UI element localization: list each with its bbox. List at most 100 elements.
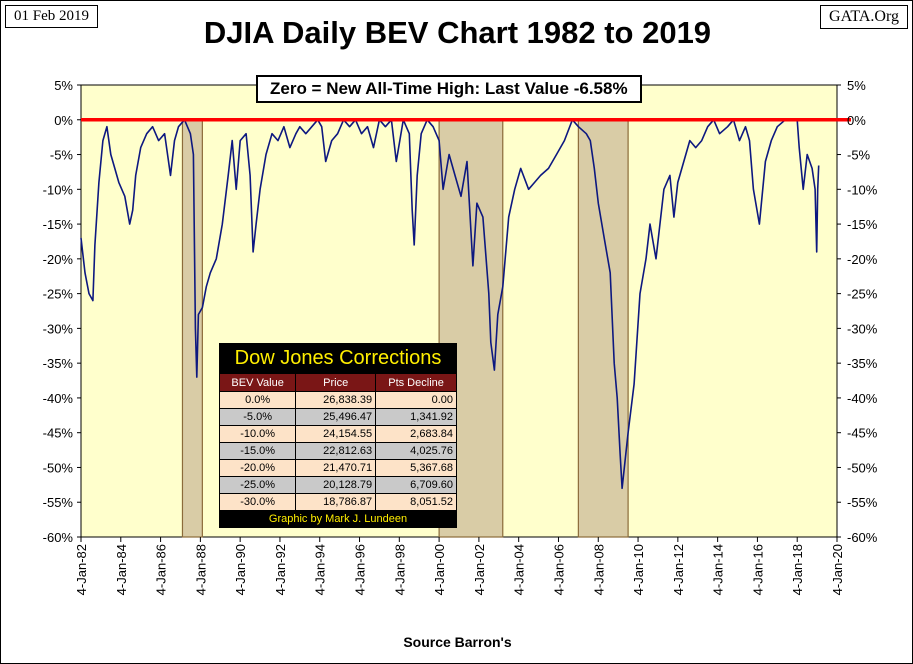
date-label: 01 Feb 2019: [5, 5, 98, 28]
x-tick-label: 4-Jan-94: [313, 544, 328, 595]
cell-bev: -30.0%: [218, 493, 297, 511]
cell-decline: 2,683.84: [375, 425, 457, 443]
y-tick-label: -10%: [847, 182, 878, 197]
shaded-period: [181, 119, 203, 538]
x-tick-label: 4-Jan-92: [273, 544, 288, 595]
y-tick-label: -50%: [43, 460, 74, 475]
y-tick-label: -50%: [847, 460, 878, 475]
x-tick-label: 4-Jan-12: [671, 544, 686, 595]
cell-price: 24,154.55: [295, 425, 377, 443]
y-tick-label: -35%: [43, 356, 74, 371]
cell-price: 21,470.71: [295, 459, 377, 477]
y-tick-label: -30%: [43, 321, 74, 336]
table-row: -25.0% 20,128.79 6,709.60: [218, 476, 457, 494]
x-tick-label: 4-Jan-88: [193, 544, 208, 595]
y-tick-label: -25%: [43, 287, 74, 302]
y-tick-label: -25%: [847, 287, 878, 302]
y-tick-label: -5%: [50, 148, 74, 163]
y-tick-label: -15%: [43, 217, 74, 232]
x-tick-label: 4-Jan-98: [392, 544, 407, 595]
x-axis: 4-Jan-82 4-Jan-84 4-Jan-86 4-Jan-88 4-Jan-90…: [74, 544, 845, 595]
series-layer: [80, 119, 820, 490]
header-pts-decline: Pts Decline: [375, 373, 457, 392]
y-tick-label: -5%: [847, 148, 871, 163]
y-tick-label: -40%: [43, 391, 74, 406]
y-axis-left: 5% 0% -5% -10% -15% -20% -25% -30% -35% -40% -45% -…: [43, 78, 74, 545]
shaded-period: [577, 119, 629, 538]
y-tick-label: 0%: [54, 113, 73, 128]
x-tick-label: 4-Jan-18: [790, 544, 805, 595]
x-tick-label: 4-Jan-82: [74, 544, 89, 595]
corrections-table: Dow Jones Corrections BEV Value Price Pt…: [218, 343, 457, 528]
cell-price: 20,128.79: [295, 476, 377, 494]
axis-ticks: [77, 84, 841, 542]
header-bev-value: BEV Value: [218, 373, 297, 392]
site-label: GATA.Org: [820, 5, 908, 29]
y-tick-label: -20%: [43, 252, 74, 267]
y-tick-label: -60%: [847, 530, 878, 545]
x-tick-label: 4-Jan-16: [750, 544, 765, 595]
x-tick-label: 4-Jan-02: [472, 544, 487, 595]
cell-decline: 0.00: [375, 391, 457, 409]
y-tick-label: -55%: [847, 495, 878, 510]
cell-bev: 0.0%: [218, 391, 297, 409]
cell-decline: 6,709.60: [375, 476, 457, 494]
cell-price: 25,496.47: [295, 408, 377, 426]
table-row: -20.0% 21,470.71 5,367.68: [218, 459, 457, 477]
cell-bev: -10.0%: [218, 425, 297, 443]
x-tick-label: 4-Jan-90: [233, 544, 248, 595]
x-tick-label: 4-Jan-10: [631, 544, 646, 595]
cell-price: 26,838.39: [295, 391, 377, 409]
table-row: -30.0% 18,786.87 8,051.52: [218, 493, 457, 511]
y-tick-label: -35%: [847, 356, 878, 371]
x-tick-label: 4-Jan-00: [432, 544, 447, 595]
chart-title: DJIA Daily BEV Chart 1982 to 2019: [203, 15, 712, 50]
y-tick-label: -30%: [847, 321, 878, 336]
shaded-periods: [181, 119, 629, 538]
cell-price: 22,812.63: [295, 442, 377, 460]
x-tick-label: 4-Jan-06: [551, 544, 566, 595]
annotation-box: Zero = New All-Time High: Last Value -6.…: [256, 75, 642, 103]
table-row: -10.0% 24,154.55 2,683.84: [218, 425, 457, 443]
cell-bev: -20.0%: [218, 459, 297, 477]
source-label: Source Barron's: [403, 634, 512, 650]
cell-bev: -15.0%: [218, 442, 297, 460]
series-line: [80, 119, 820, 490]
y-tick-label: -55%: [43, 495, 74, 510]
x-tick-label: 4-Jan-86: [154, 544, 169, 595]
x-tick-label: 4-Jan-04: [512, 544, 527, 595]
cell-decline: 5,367.68: [375, 459, 457, 477]
table-row: -15.0% 22,812.63 4,025.76: [218, 442, 457, 460]
x-tick-label: 4-Jan-08: [591, 544, 606, 595]
y-tick-label: 5%: [54, 78, 73, 93]
table-row: -5.0% 25,496.47 1,341.92: [218, 408, 457, 426]
y-tick-label: -60%: [43, 530, 74, 545]
corrections-grid: BEV Value Price Pts Decline 0.0% 26,838.…: [218, 373, 457, 511]
x-tick-label: 4-Jan-84: [114, 544, 129, 595]
y-tick-label: -45%: [847, 426, 878, 441]
y-tick-label: -20%: [847, 252, 878, 267]
x-tick-label: 4-Jan-14: [711, 544, 726, 595]
y-tick-label: -10%: [43, 182, 74, 197]
y-tick-label: -45%: [43, 426, 74, 441]
table-credit: Graphic by Mark J. Lundeen: [268, 513, 408, 525]
x-tick-label: 4-Jan-96: [353, 544, 368, 595]
cell-bev: -25.0%: [218, 476, 297, 494]
cell-price: 18,786.87: [295, 493, 377, 511]
y-tick-label: 0%: [847, 113, 866, 128]
y-tick-label: -15%: [847, 217, 878, 232]
y-tick-label: 5%: [847, 78, 866, 93]
y-axis-right: 5% 0% -5% -10% -15% -20% -25% -30% -35% -40% -45% -…: [847, 78, 878, 545]
cell-decline: 8,051.52: [375, 493, 457, 511]
y-tick-label: -40%: [847, 391, 878, 406]
cell-decline: 4,025.76: [375, 442, 457, 460]
corrections-header-row: BEV Value Price Pts Decline: [218, 373, 457, 392]
cell-bev: -5.0%: [218, 408, 297, 426]
header-price: Price: [295, 373, 377, 392]
cell-decline: 1,341.92: [375, 408, 457, 426]
x-tick-label: 4-Jan-20: [830, 544, 845, 595]
table-row: 0.0% 26,838.39 0.00: [218, 391, 457, 409]
corrections-table-title: Dow Jones Corrections: [234, 347, 442, 369]
